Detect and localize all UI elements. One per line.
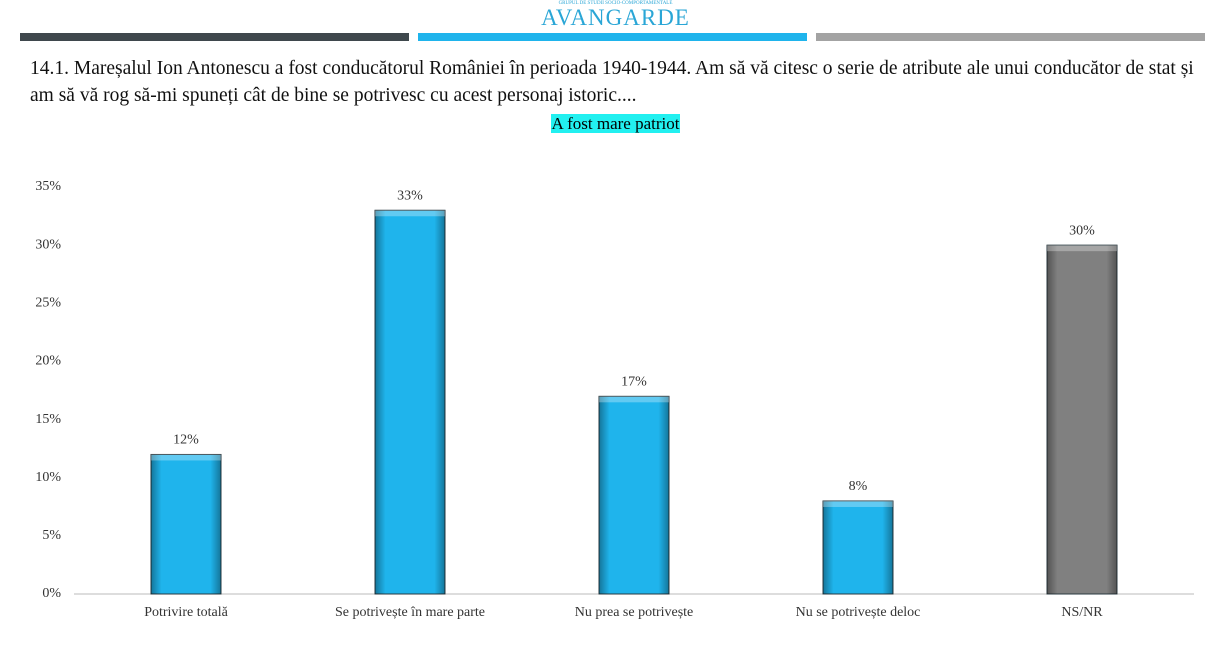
bar-shade — [151, 454, 221, 594]
header-bar — [20, 33, 409, 41]
header-bar — [418, 33, 807, 41]
y-tick-label: 35% — [35, 179, 61, 194]
x-tick-label: Nu se potrivește deloc — [796, 605, 921, 620]
value-label: 33% — [397, 188, 423, 203]
subtitle-wrap: A fost mare patriot — [0, 114, 1231, 134]
x-tick-label: NS/NR — [1061, 605, 1103, 620]
y-tick-label: 25% — [35, 296, 61, 311]
value-label: 12% — [173, 433, 199, 448]
logo-subtitle: GRUPUL DE STUDII SOCIO-COMPORTAMENTALE — [558, 1, 673, 6]
question: 14.1. Mareșalul Ion Antonescu a fost con… — [30, 58, 1194, 106]
header-bar — [816, 33, 1205, 41]
y-tick-label: 30% — [35, 237, 61, 252]
bar-shade — [375, 210, 445, 594]
y-tick-label: 5% — [42, 528, 61, 543]
bar-shade — [823, 500, 893, 594]
y-tick-label: 20% — [35, 354, 61, 369]
subtitle: A fost mare patriot — [550, 114, 681, 133]
bar-cap — [823, 500, 893, 507]
bar-cap — [599, 396, 669, 403]
value-label: 17% — [621, 375, 647, 390]
bar-cap — [375, 210, 445, 217]
x-tick-label: Nu prea se potrivește — [575, 605, 694, 620]
x-tick-label: Se potrivește în mare parte — [335, 605, 485, 620]
bar-shade — [1047, 245, 1117, 594]
x-tick-label: Potrivire totală — [144, 605, 228, 620]
bar-cap — [1047, 245, 1117, 252]
value-label: 8% — [849, 479, 868, 494]
logo: AVANGARDE — [541, 5, 690, 30]
value-label: 30% — [1069, 223, 1095, 238]
bar-cap — [151, 454, 221, 461]
bar-shade — [599, 396, 669, 594]
y-tick-label: 10% — [35, 470, 61, 485]
y-tick-label: 15% — [35, 412, 61, 427]
y-tick-label: 0% — [42, 586, 61, 601]
